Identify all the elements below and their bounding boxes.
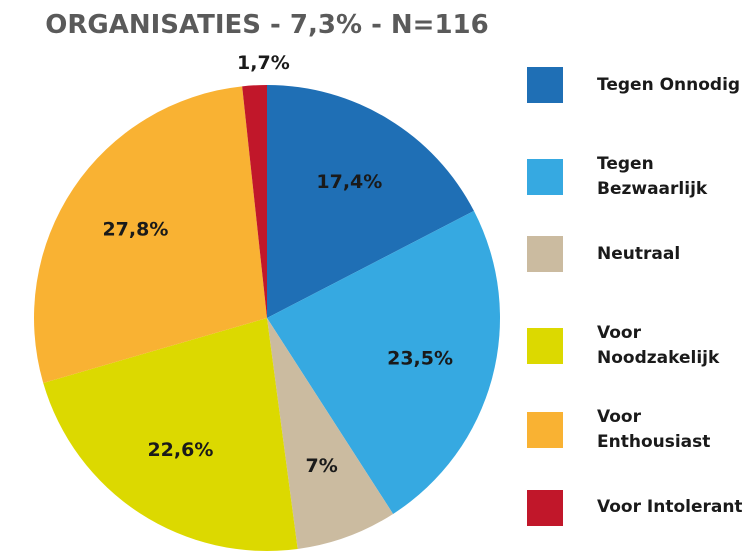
pie-slice bbox=[267, 210, 500, 514]
legend-label: Tegen Onnodig bbox=[597, 74, 741, 95]
slice-label: 27,8% bbox=[102, 218, 168, 240]
legend-label: Neutraal bbox=[597, 243, 681, 264]
chart-title: ORGANISATIES - 7,3% - N=116 bbox=[45, 10, 489, 40]
pie-slice bbox=[34, 86, 268, 384]
legend-swatch bbox=[527, 489, 563, 526]
slice-label: 7% bbox=[305, 455, 337, 477]
legend-item: Voor Intolerant bbox=[527, 489, 742, 526]
legend-swatch bbox=[527, 236, 563, 272]
legend-swatch bbox=[527, 412, 563, 448]
legend-item: Tegen Bezwaarlijk bbox=[527, 152, 742, 202]
pie-slice bbox=[43, 318, 298, 551]
legend-label: Voor Intolerant bbox=[597, 497, 742, 517]
legend-swatch bbox=[527, 327, 563, 364]
legend-item: Voor Enthousiast bbox=[527, 405, 742, 455]
slice-label: 17,4% bbox=[316, 171, 382, 193]
pie-slice bbox=[267, 318, 394, 549]
legend-item: Voor Noodzakelijk bbox=[527, 321, 742, 371]
legend-label: Voor Enthousiast bbox=[597, 407, 711, 452]
legend-label: Tegen Bezwaarlijk bbox=[597, 153, 708, 199]
slice-label: 23,5% bbox=[387, 347, 453, 369]
slice-label: 22,6% bbox=[147, 439, 213, 461]
slice-label: 1,7% bbox=[237, 52, 290, 74]
pie-slice bbox=[267, 85, 474, 318]
legend-label: Voor Noodzakelijk bbox=[597, 322, 720, 368]
legend-item: Neutraal bbox=[527, 236, 742, 272]
legend-item: Tegen Onnodig bbox=[527, 67, 742, 103]
pie-slice bbox=[242, 85, 267, 318]
legend-swatch bbox=[527, 67, 563, 103]
legend-swatch bbox=[527, 158, 563, 195]
